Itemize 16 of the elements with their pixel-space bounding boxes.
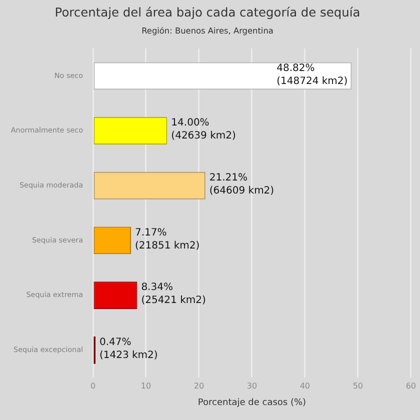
x-tick-label: 60 [406, 381, 416, 390]
x-tick-label: 20 [194, 381, 204, 390]
data-label: 8.34% (25421 km2) [141, 282, 206, 306]
x-axis-title: Porcentaje de casos (%) [198, 398, 306, 408]
data-label: 21.21% (64609 km2) [209, 172, 274, 196]
chart-subtitle: Región: Buenos Aires, Argentina [142, 26, 274, 36]
data-label: 0.47% (1423 km2) [99, 337, 158, 362]
data-label: 48.82% (148724 km2) [276, 62, 348, 87]
data-label: 7.17% (21851 km2) [134, 227, 200, 252]
chart-title: Porcentaje del área bajo cada categoría de sequía [54, 5, 360, 20]
x-tick-label: 40 [300, 381, 310, 390]
x-tick-label: 50 [352, 381, 364, 390]
x-tick-label: 0 [90, 381, 96, 390]
x-tick-label: 10 [140, 381, 152, 390]
data-label: 14.00% (42639 km2) [171, 118, 236, 142]
x-tick-label: 30 [246, 381, 258, 390]
